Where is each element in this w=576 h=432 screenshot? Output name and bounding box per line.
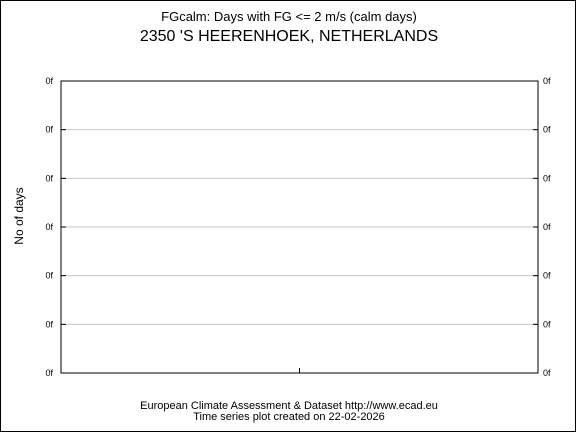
chart-subtitle: FGcalm: Days with FG <= 2 m/s (calm days… <box>161 9 417 24</box>
y-tick-label-right: 0f <box>543 271 551 281</box>
y-tick-label-right: 0f <box>543 222 551 232</box>
y-tick-label-right: 0f <box>543 368 551 378</box>
y-tick-label: 0f <box>45 319 53 329</box>
y-tick-label-right: 0f <box>543 319 551 329</box>
y-tick-label: 0f <box>45 368 53 378</box>
y-tick-label: 0f <box>45 76 53 86</box>
y-tick-label-right: 0f <box>543 125 551 135</box>
chart-title: 2350 'S HEERENHOEK, NETHERLANDS <box>139 28 439 45</box>
y-tick-label: 0f <box>45 271 53 281</box>
axis-ticks <box>61 80 538 374</box>
y-tick-label: 0f <box>45 173 53 183</box>
y-tick-label: 0f <box>45 125 53 135</box>
y-tick-label-right: 0f <box>543 76 551 86</box>
source-credit: European Climate Assessment & Dataset ht… <box>140 400 438 412</box>
creation-date: Time series plot created on 22-02-2026 <box>193 411 385 423</box>
y-tick-label-right: 0f <box>543 173 551 183</box>
y-tick-labels-left: 0f 0f 0f 0f 0f 0f 0f <box>45 76 53 378</box>
grid-lines <box>61 129 538 325</box>
y-tick-labels-right: 0f 0f 0f 0f 0f 0f 0f <box>543 76 551 378</box>
y-tick-label: 0f <box>45 222 53 232</box>
